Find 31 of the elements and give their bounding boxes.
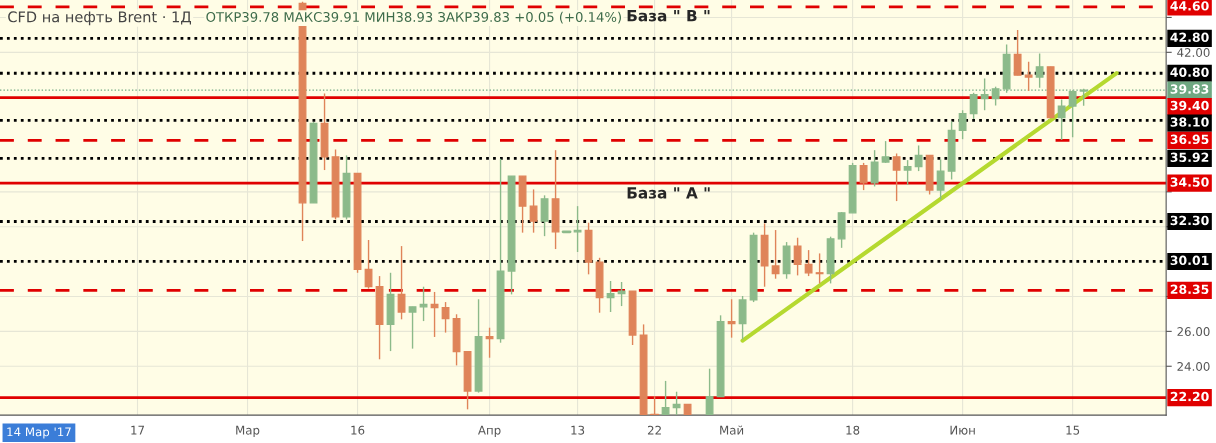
- ref-line-label: 40.80: [1170, 67, 1209, 77]
- x-tick-label: Мар: [236, 425, 260, 437]
- ref-line-label: 39.40: [1170, 100, 1209, 111]
- text: ОТКР39.78 МАКС39.91 МИН38.93 ЗАКР39.83 +0.05 (+0.14%): [206, 11, 621, 24]
- x-tick-label: Апр: [478, 425, 501, 437]
- x-tick-label: Июн: [950, 425, 975, 435]
- ref-line-label: 39.83: [1170, 84, 1209, 94]
- ref-line-label: 22.20: [1170, 391, 1209, 402]
- ref-line-label: 32.30: [1170, 215, 1209, 226]
- x-tick-label: 17: [131, 425, 145, 435]
- x-tick-label: 15: [1066, 425, 1080, 435]
- annotation: База " А ": [627, 187, 710, 199]
- ref-line-label: 30.01: [1170, 255, 1209, 266]
- x-tick-label: Май: [720, 425, 744, 435]
- y-tick-label: 24.00: [1177, 361, 1210, 371]
- ref-line-label: 38.10: [1170, 117, 1209, 127]
- ref-line-label: 35.92: [1170, 152, 1209, 162]
- ref-line-label: 44.60: [1170, 1, 1209, 11]
- x-tick-label: 16: [351, 425, 365, 435]
- y-tick-label: 26.00: [1177, 327, 1210, 337]
- text: CFD на нефть Brent · 1Д: [8, 11, 191, 26]
- ref-line-label: 36.95: [1170, 134, 1209, 145]
- x-tick-label: 13: [571, 425, 585, 435]
- annotation: База " В ": [627, 10, 710, 22]
- x-tick-label: 22: [647, 425, 661, 435]
- ref-line-label: 28.35: [1170, 284, 1209, 295]
- text: 14 Мар '17: [7, 427, 71, 439]
- x-tick-label: 18: [846, 425, 860, 435]
- y-tick-label: 42.00: [1177, 48, 1210, 57]
- ref-line-label: 42.80: [1170, 32, 1209, 42]
- ref-line-label: 34.50: [1170, 177, 1209, 187]
